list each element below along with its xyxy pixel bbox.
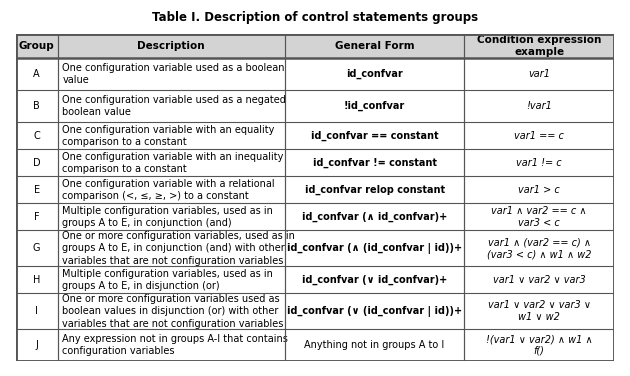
Bar [285, 122, 464, 149]
Bar [464, 203, 614, 230]
Text: One configuration variable with a relational
comparison (<, ≤, ≥, >) to a consta: One configuration variable with a relati… [62, 179, 275, 201]
Text: id_confvar: id_confvar [346, 69, 403, 79]
Text: Multiple configuration variables, used as in
groups A to E, in conjunction (and): Multiple configuration variables, used a… [62, 206, 273, 228]
Text: H: H [33, 275, 40, 285]
Text: id_confvar (∨ (id_confvar | id))+: id_confvar (∨ (id_confvar | id))+ [287, 306, 462, 317]
Text: Any expression not in groups A-I that contains
configuration variables: Any expression not in groups A-I that co… [62, 334, 289, 356]
Text: var1: var1 [528, 69, 550, 79]
Text: Description: Description [137, 41, 205, 51]
Bar [464, 266, 614, 293]
Bar [285, 293, 464, 329]
Bar [58, 90, 285, 122]
Bar [285, 329, 464, 361]
Bar [16, 230, 58, 266]
Text: A: A [33, 69, 40, 79]
Text: var1 ∧ var2 == c ∧
var3 < c: var1 ∧ var2 == c ∧ var3 < c [491, 206, 587, 228]
Text: id_confvar == constant: id_confvar == constant [311, 130, 438, 141]
Text: var1 == c: var1 == c [514, 131, 564, 141]
Bar [285, 266, 464, 293]
Bar [464, 122, 614, 149]
Text: G: G [33, 243, 40, 253]
Bar [285, 90, 464, 122]
Text: General Form: General Form [335, 41, 415, 51]
Text: var1 ∧ (var2 == c) ∧
(var3 < c) ∧ w1 ∧ w2: var1 ∧ (var2 == c) ∧ (var3 < c) ∧ w1 ∧ w… [487, 238, 592, 259]
Text: One or more configuration variables used as
boolean values in disjunction (or) w: One or more configuration variables used… [62, 294, 284, 329]
Text: Anything not in groups A to I: Anything not in groups A to I [304, 340, 445, 350]
Bar [464, 329, 614, 361]
Bar [464, 230, 614, 266]
Text: id_confvar (∧ (id_confvar | id))+: id_confvar (∧ (id_confvar | id))+ [287, 243, 462, 254]
Text: One configuration variable with an equality
comparison to a constant: One configuration variable with an equal… [62, 124, 275, 147]
Bar [16, 329, 58, 361]
Text: One configuration variable used as a boolean
value: One configuration variable used as a boo… [62, 63, 285, 85]
Bar [16, 176, 58, 203]
Bar [58, 149, 285, 176]
Text: Group: Group [19, 41, 55, 51]
Bar [464, 58, 614, 90]
Bar [285, 58, 464, 90]
Bar [58, 122, 285, 149]
Text: id_confvar (∧ id_confvar)+: id_confvar (∧ id_confvar)+ [302, 212, 447, 222]
Bar [285, 176, 464, 203]
Text: id_confvar != constant: id_confvar != constant [312, 158, 437, 168]
Text: id_confvar (∨ id_confvar)+: id_confvar (∨ id_confvar)+ [302, 274, 447, 285]
Bar [16, 293, 58, 329]
Bar [58, 203, 285, 230]
Bar [58, 34, 285, 58]
Bar [58, 230, 285, 266]
Text: I: I [35, 306, 38, 316]
Text: !(var1 ∨ var2) ∧ w1 ∧
f(): !(var1 ∨ var2) ∧ w1 ∧ f() [486, 334, 592, 356]
Text: !id_confvar: !id_confvar [344, 101, 405, 111]
Bar [16, 34, 58, 58]
Bar [58, 58, 285, 90]
Text: Condition expression
example: Condition expression example [477, 35, 601, 57]
Text: B: B [33, 101, 40, 111]
Bar [464, 176, 614, 203]
Bar [464, 293, 614, 329]
Bar [285, 149, 464, 176]
Bar [285, 230, 464, 266]
Text: F: F [34, 212, 40, 222]
Bar [16, 149, 58, 176]
Bar [464, 90, 614, 122]
Bar [58, 329, 285, 361]
Bar [285, 34, 464, 58]
Text: One or more configuration variables, used as in
groups A to E, in conjunction (a: One or more configuration variables, use… [62, 231, 295, 266]
Text: D: D [33, 158, 40, 168]
Text: Multiple configuration variables, used as in
groups A to E, in disjunction (or): Multiple configuration variables, used a… [62, 268, 273, 291]
Text: E: E [33, 185, 40, 195]
Bar [464, 34, 614, 58]
Bar [16, 58, 58, 90]
Text: var1 > c: var1 > c [518, 185, 560, 195]
Text: id_confvar relop constant: id_confvar relop constant [304, 185, 445, 195]
Bar [58, 176, 285, 203]
Text: C: C [33, 131, 40, 141]
Text: One configuration variable used as a negated
boolean value: One configuration variable used as a neg… [62, 95, 286, 117]
Text: Table I. Description of control statements groups: Table I. Description of control statemen… [152, 11, 478, 24]
Text: var1 != c: var1 != c [516, 158, 562, 168]
Bar [16, 90, 58, 122]
Text: One configuration variable with an inequality
comparison to a constant: One configuration variable with an inequ… [62, 152, 284, 174]
Bar [16, 203, 58, 230]
Bar [58, 293, 285, 329]
Text: var1 ∨ var2 ∨ var3 ∨
w1 ∨ w2: var1 ∨ var2 ∨ var3 ∨ w1 ∨ w2 [488, 300, 590, 322]
Bar [16, 122, 58, 149]
Text: !var1: !var1 [526, 101, 552, 111]
Bar [58, 266, 285, 293]
Bar [464, 149, 614, 176]
Bar [285, 203, 464, 230]
Text: var1 ∨ var2 ∨ var3: var1 ∨ var2 ∨ var3 [493, 275, 585, 285]
Text: J: J [35, 340, 38, 350]
Bar [16, 266, 58, 293]
